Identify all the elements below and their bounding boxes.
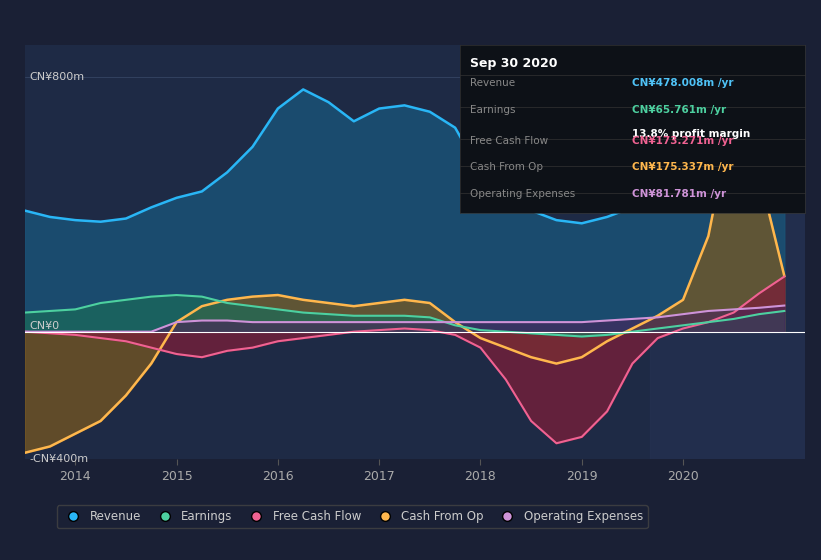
Text: Free Cash Flow: Free Cash Flow: [470, 136, 548, 146]
Text: CN¥173.271m /yr: CN¥173.271m /yr: [632, 136, 734, 146]
Text: CN¥175.337m /yr: CN¥175.337m /yr: [632, 162, 734, 172]
Bar: [649, 45, 805, 459]
Text: CN¥81.781m /yr: CN¥81.781m /yr: [632, 189, 727, 199]
Text: 13.8% profit margin: 13.8% profit margin: [632, 129, 750, 139]
Text: Cash From Op: Cash From Op: [470, 162, 544, 172]
Text: CN¥0: CN¥0: [30, 321, 60, 331]
Text: CN¥800m: CN¥800m: [30, 72, 85, 82]
Text: Operating Expenses: Operating Expenses: [470, 189, 576, 199]
Text: Revenue: Revenue: [470, 78, 516, 88]
Text: CN¥65.761m /yr: CN¥65.761m /yr: [632, 105, 727, 115]
Text: CN¥478.008m /yr: CN¥478.008m /yr: [632, 78, 734, 88]
Legend: Revenue, Earnings, Free Cash Flow, Cash From Op, Operating Expenses: Revenue, Earnings, Free Cash Flow, Cash …: [57, 506, 648, 528]
Text: Earnings: Earnings: [470, 105, 516, 115]
Text: Sep 30 2020: Sep 30 2020: [470, 57, 557, 69]
Text: -CN¥400m: -CN¥400m: [30, 454, 89, 464]
